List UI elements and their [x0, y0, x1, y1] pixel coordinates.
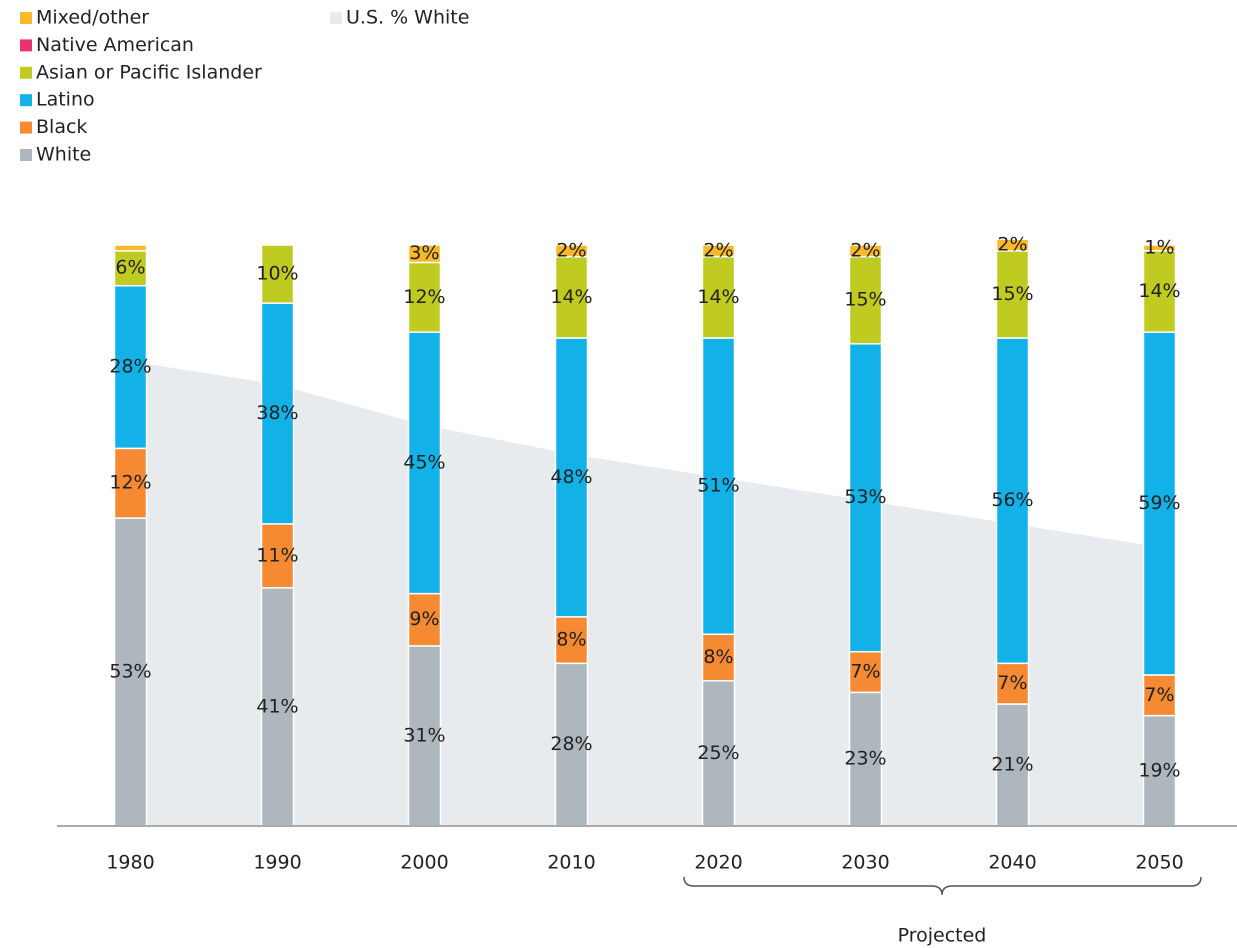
data-label: 2% — [556, 239, 586, 261]
legend-label: White — [36, 144, 91, 166]
bar-segment — [407, 331, 442, 595]
x-tick-label: 2020 — [694, 852, 742, 874]
data-label: 2% — [850, 239, 880, 261]
legend-swatch — [20, 39, 32, 52]
data-label: 11% — [256, 544, 298, 566]
bar-segment — [407, 645, 442, 827]
data-label: 23% — [844, 748, 886, 770]
legend-swatch — [20, 94, 32, 107]
data-label: 25% — [697, 742, 739, 764]
data-label: 15% — [991, 283, 1033, 305]
legend-label: Native American — [36, 34, 194, 56]
data-label: 7% — [997, 672, 1027, 694]
data-label: 3% — [409, 242, 439, 264]
legend-swatch — [20, 149, 32, 161]
x-tick-label: 2050 — [1135, 852, 1183, 874]
x-tick-label: 1980 — [106, 852, 154, 874]
data-label: 10% — [256, 263, 298, 285]
legend-label: Black — [36, 116, 87, 138]
bar-segment — [995, 250, 1030, 339]
legend-swatch — [20, 121, 32, 134]
data-label: 2% — [997, 234, 1027, 256]
data-label: 2% — [703, 239, 733, 261]
x-tick-label: 2000 — [400, 852, 448, 874]
data-label: 8% — [703, 646, 733, 668]
data-label: 1% — [1144, 236, 1174, 258]
data-label: 12% — [403, 286, 445, 308]
data-label: 6% — [115, 257, 145, 279]
x-tick-label: 2030 — [841, 852, 889, 874]
data-label: 7% — [1144, 684, 1174, 706]
area — [130, 361, 1160, 826]
data-label: 59% — [1138, 492, 1180, 514]
x-tick-label: 2040 — [988, 852, 1036, 874]
bar-segment — [554, 255, 589, 339]
bar-segment — [995, 662, 1030, 705]
data-label: 41% — [256, 695, 298, 717]
legend-swatch — [20, 12, 32, 24]
bar-segment — [848, 650, 883, 694]
data-label: 9% — [409, 608, 439, 630]
data-label: 7% — [850, 661, 880, 683]
bar-segment — [407, 261, 442, 333]
projected-bracket — [683, 876, 1202, 896]
bar-segment — [554, 337, 589, 618]
bar-segment — [260, 244, 295, 304]
x-tick-label: 1990 — [253, 852, 301, 874]
data-label: 53% — [844, 486, 886, 508]
data-label: 53% — [109, 661, 151, 683]
bar-segment — [848, 343, 883, 653]
legend-swatch — [330, 12, 342, 24]
data-label: 45% — [403, 451, 445, 473]
bar-segment — [995, 703, 1030, 827]
data-label: 28% — [109, 356, 151, 378]
data-label: 51% — [697, 475, 739, 497]
annotation: Projected — [898, 925, 987, 947]
bar-segment — [554, 244, 589, 258]
bar-segment — [260, 523, 295, 589]
data-label: 38% — [256, 402, 298, 424]
bar-segment — [113, 447, 148, 519]
bar-segment — [113, 244, 148, 252]
bar-segment — [848, 244, 883, 258]
bar-segment — [407, 592, 442, 647]
data-label: 31% — [403, 724, 445, 746]
bar-segment — [995, 337, 1030, 665]
bar-segment — [701, 244, 736, 258]
bar-segment — [701, 337, 736, 636]
legend-swatch — [20, 66, 32, 79]
data-label: 14% — [550, 286, 592, 308]
bar-segment — [1142, 331, 1177, 676]
legend-label: Latino — [36, 89, 95, 111]
data-label: 12% — [109, 472, 151, 494]
bar-segment — [1142, 244, 1177, 252]
data-label: 48% — [550, 466, 592, 488]
data-label: 19% — [1138, 759, 1180, 781]
data-label: 21% — [991, 753, 1033, 775]
legend-label: Mixed/other — [36, 7, 149, 29]
data-label: 56% — [991, 489, 1033, 511]
bar-segment — [848, 255, 883, 345]
bar-segment — [1142, 714, 1177, 827]
data-label: 8% — [556, 629, 586, 651]
bar-segment — [554, 616, 589, 665]
x-tick-label: 2010 — [547, 852, 595, 874]
bar-segment — [407, 244, 442, 264]
data-label: 15% — [844, 289, 886, 311]
bar-segment — [1142, 250, 1177, 333]
legend-label: Asian or Pacific Islander — [36, 61, 262, 83]
bar-segment — [995, 238, 1030, 252]
data-label: 14% — [697, 286, 739, 308]
legend-label: U.S. % White — [346, 7, 469, 29]
bar-segment — [260, 302, 295, 525]
data-label: 14% — [1138, 280, 1180, 302]
data-label: 28% — [550, 733, 592, 755]
